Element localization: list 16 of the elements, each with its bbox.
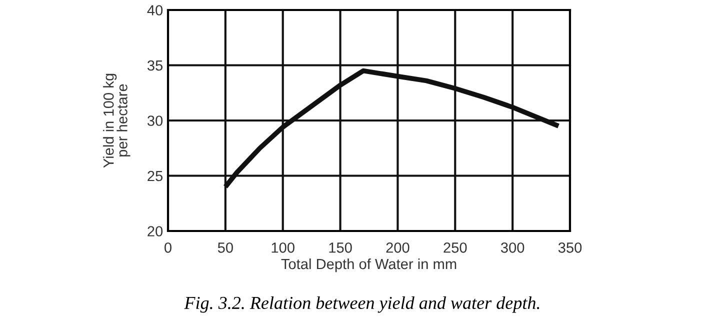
y-tick-label: 20 xyxy=(148,226,163,236)
x-tick-label: 100 xyxy=(272,242,294,253)
y-tick-label: 30 xyxy=(147,116,163,126)
y-tick-label: 40 xyxy=(147,5,163,16)
x-tick-label: 0 xyxy=(164,242,172,253)
y-tick-label: 25 xyxy=(148,170,163,182)
x-tick-label: 300 xyxy=(500,242,524,253)
x-tick-label: 250 xyxy=(444,242,467,253)
y-tick-label: 35 xyxy=(147,60,163,71)
x-tick-label: 150 xyxy=(329,242,352,253)
x-tick-label: 350 xyxy=(558,242,582,253)
x-tick-label: 50 xyxy=(218,242,233,253)
y-axis-title: Yield in 100 kg per hectare xyxy=(103,74,130,168)
x-axis-title: Total Depth of Water in mm xyxy=(281,258,456,272)
text: Fig. 3.2. Relation between yield and water depth. xyxy=(184,296,540,313)
x-tick-label: 200 xyxy=(386,242,410,253)
